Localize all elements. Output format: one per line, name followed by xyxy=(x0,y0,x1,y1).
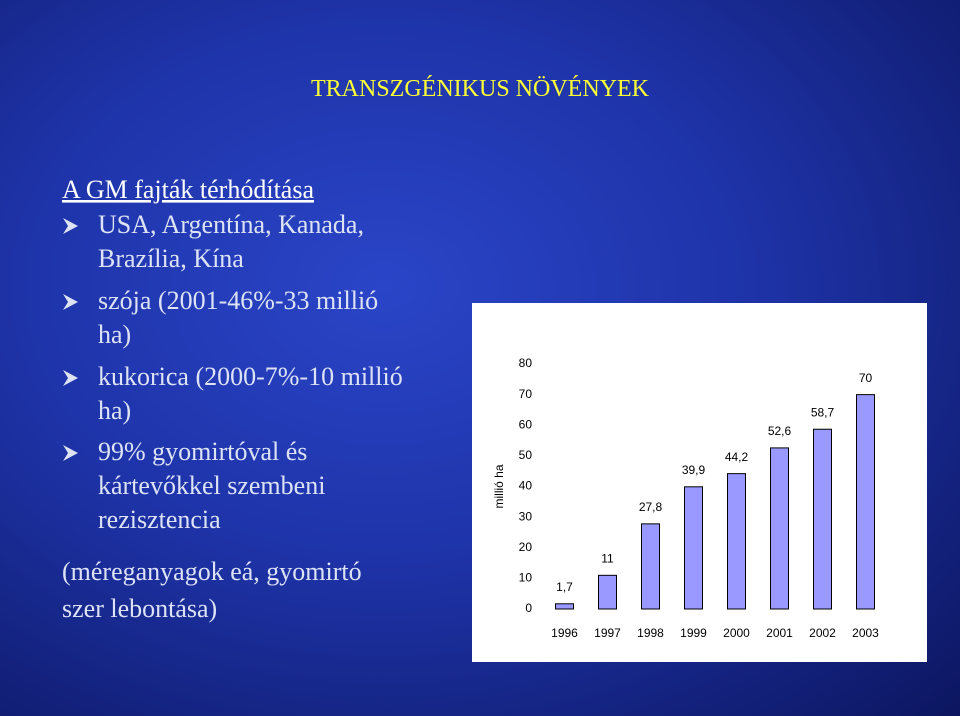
bullet-arrow xyxy=(63,294,78,310)
bullet-arrow xyxy=(63,218,78,234)
y-tick-label: 10 xyxy=(519,571,533,585)
bullet-text: 99% gyomirtóval és xyxy=(98,437,307,466)
bullet-text: rezisztencia xyxy=(98,505,221,534)
y-tick-label: 50 xyxy=(519,448,533,462)
x-tick-label: 1998 xyxy=(637,626,664,640)
y-tick-label: 40 xyxy=(519,479,533,493)
x-tick-label: 1997 xyxy=(594,626,621,640)
bullet-arrow xyxy=(63,370,78,386)
note-text: (méreganyagok eá, gyomirtó xyxy=(62,557,362,586)
value-label: 58,7 xyxy=(811,405,835,419)
value-label: 27,8 xyxy=(639,500,663,514)
value-label: 39,9 xyxy=(682,463,706,477)
x-tick-label: 1999 xyxy=(680,626,707,640)
y-tick-label: 20 xyxy=(519,540,533,554)
bullet-text: kukorica (2000-7%-10 millió xyxy=(98,362,403,391)
slide-title: TRANSZGÉNIKUS NÖVÉNYEK xyxy=(311,76,650,102)
value-label: 1,7 xyxy=(556,580,573,594)
bullet-arrow xyxy=(63,445,78,461)
y-tick-label: 80 xyxy=(519,356,533,370)
bar xyxy=(641,523,660,610)
heading: A GM fajták térhódítása xyxy=(62,175,314,204)
bullet-text: szója (2001-46%-33 millió xyxy=(98,286,378,315)
y-axis-label: millió ha xyxy=(492,464,506,508)
bullet-text: USA, Argentína, Kanada, xyxy=(98,210,364,239)
x-tick-label: 2001 xyxy=(766,626,793,640)
note-text: szer lebontása) xyxy=(62,594,217,623)
x-tick-label: 2002 xyxy=(809,626,836,640)
bullet-text: Brazília, Kína xyxy=(98,244,244,273)
bullet-text: kártevőkkel szembeni xyxy=(98,471,325,500)
value-label: 11 xyxy=(601,551,614,565)
y-tick-label: 0 xyxy=(525,601,532,615)
value-label: 44,2 xyxy=(725,450,749,464)
value-label: 52,6 xyxy=(768,424,792,438)
bar xyxy=(727,473,746,610)
y-tick-label: 70 xyxy=(519,387,533,401)
bar xyxy=(770,447,789,610)
bullet-text: ha) xyxy=(98,320,131,349)
value-label: 70 xyxy=(859,371,873,385)
x-tick-label: 2000 xyxy=(723,626,750,640)
y-tick-label: 30 xyxy=(519,509,533,523)
y-tick-label: 60 xyxy=(519,417,533,431)
x-tick-label: 2003 xyxy=(852,626,879,640)
bar xyxy=(856,394,875,610)
bar xyxy=(555,603,574,610)
bar xyxy=(813,428,832,610)
bar xyxy=(598,574,617,610)
x-tick-label: 1996 xyxy=(551,626,578,640)
bar xyxy=(684,486,703,610)
bullet-text: ha) xyxy=(98,396,131,425)
